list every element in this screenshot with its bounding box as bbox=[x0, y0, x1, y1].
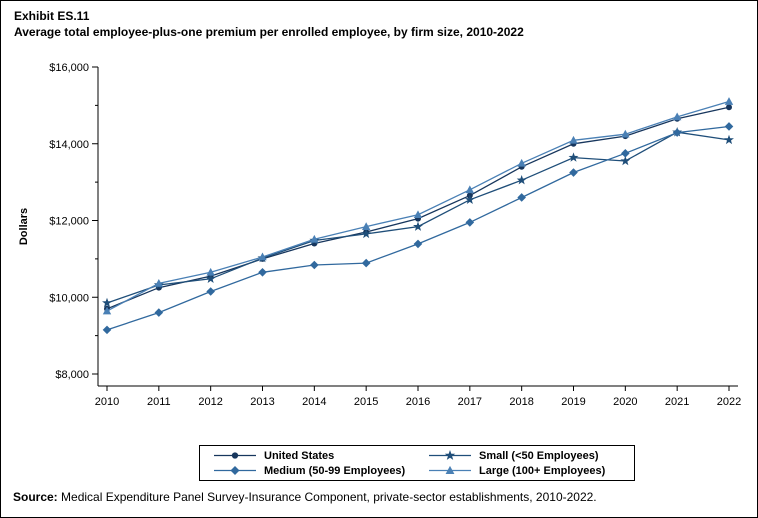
series-line-united-states bbox=[106, 106, 730, 310]
y-tick-label: $16,000 bbox=[49, 62, 89, 74]
x-tick-label: 2021 bbox=[665, 396, 689, 408]
data-point-marker bbox=[672, 128, 682, 137]
x-tick-label: 2019 bbox=[561, 396, 585, 408]
legend-marker-circle-icon bbox=[214, 452, 256, 459]
legend-item-united-states: United States bbox=[212, 449, 427, 462]
legend-marker-triangle-icon bbox=[429, 465, 471, 474]
legend-marker-star-icon bbox=[429, 450, 471, 460]
y-axis-title: Dollars bbox=[18, 208, 30, 245]
data-point-marker bbox=[726, 104, 732, 111]
data-point-marker bbox=[205, 273, 216, 284]
source-text: Medical Expenditure Panel Survey-Insuran… bbox=[57, 490, 597, 504]
legend-item-small-50-employees: Small (<50 Employees) bbox=[427, 449, 622, 462]
legend-label: United States bbox=[264, 449, 335, 462]
data-point-marker bbox=[620, 155, 631, 166]
line-chart: $8,000 $10,000 $12,000 $14,000 $16,000 2010 20… bbox=[18, 62, 741, 408]
legend-label: Large (100+ Employees) bbox=[479, 464, 606, 477]
data-point-marker bbox=[206, 287, 215, 296]
data-point-marker bbox=[102, 325, 112, 335]
data-point-marker bbox=[465, 185, 475, 194]
data-point-marker bbox=[258, 268, 267, 277]
x-tick-label: 2022 bbox=[717, 396, 741, 408]
x-tick-label: 2013 bbox=[250, 396, 274, 408]
data-point-marker bbox=[464, 194, 475, 204]
data-point-marker bbox=[102, 297, 112, 308]
data-point-marker bbox=[621, 129, 630, 138]
x-tick-label: 2010 bbox=[95, 396, 119, 408]
data-point-marker bbox=[568, 152, 579, 162]
x-tick-label: 2018 bbox=[509, 396, 533, 408]
exhibit-label: Exhibit ES.11 bbox=[14, 9, 90, 23]
data-point-marker bbox=[413, 239, 423, 249]
data-point-marker bbox=[621, 149, 630, 158]
data-point-marker bbox=[445, 465, 455, 474]
data-point-marker bbox=[206, 267, 215, 276]
x-tick-label: 2020 bbox=[613, 396, 637, 408]
source-line: Source: Medical Expenditure Panel Survey… bbox=[13, 490, 597, 504]
x-tick-label: 2011 bbox=[147, 396, 171, 408]
legend-marker-diamond-icon bbox=[214, 465, 256, 476]
data-point-marker bbox=[569, 168, 578, 177]
data-point-marker bbox=[310, 234, 319, 243]
data-point-marker bbox=[517, 158, 526, 167]
data-point-marker bbox=[672, 112, 682, 121]
data-point-marker bbox=[724, 97, 734, 105]
data-point-marker bbox=[258, 252, 267, 261]
data-point-marker bbox=[413, 221, 423, 231]
data-point-marker bbox=[231, 452, 239, 459]
data-point-marker bbox=[516, 175, 527, 185]
x-tick-label: 2012 bbox=[198, 396, 222, 408]
data-point-marker bbox=[569, 135, 578, 144]
legend-label: Medium (50-99 Employees) bbox=[264, 464, 406, 477]
data-point-marker bbox=[361, 258, 371, 268]
data-point-marker bbox=[444, 450, 456, 460]
x-tick-label: 2017 bbox=[458, 396, 482, 408]
chart-title: Average total employee-plus-one premium … bbox=[14, 25, 524, 39]
data-point-marker bbox=[361, 222, 371, 230]
y-tick-label: $10,000 bbox=[49, 292, 89, 304]
legend: United States Small (<50 Employees) Medium… bbox=[212, 449, 622, 477]
data-point-marker bbox=[465, 218, 475, 227]
legend-item-medium-50-99-employees: Medium (50-99 Employees) bbox=[212, 464, 427, 477]
data-point-marker bbox=[517, 193, 526, 202]
x-tick-label: 2016 bbox=[406, 396, 430, 408]
data-point-marker bbox=[310, 260, 319, 270]
y-tick-label: $14,000 bbox=[49, 139, 89, 151]
data-point-marker bbox=[361, 228, 372, 239]
data-point-marker bbox=[154, 279, 164, 287]
data-point-marker bbox=[102, 306, 112, 315]
data-point-marker bbox=[724, 134, 734, 145]
data-point-marker bbox=[154, 308, 164, 317]
source-label: Source: bbox=[13, 490, 58, 504]
data-point-marker bbox=[724, 122, 734, 131]
y-tick-label: $8,000 bbox=[55, 369, 89, 381]
x-tick-label: 2015 bbox=[354, 396, 378, 408]
data-point-marker bbox=[413, 210, 423, 219]
y-tick-label: $12,000 bbox=[49, 216, 89, 228]
legend-item-large-100-employees: Large (100+ Employees) bbox=[427, 464, 622, 477]
data-point-marker bbox=[230, 465, 240, 476]
x-tick-label: 2014 bbox=[302, 396, 326, 408]
legend-label: Small (<50 Employees) bbox=[479, 449, 599, 462]
legend-box: United States Small (<50 Employees) Medium… bbox=[199, 445, 635, 481]
